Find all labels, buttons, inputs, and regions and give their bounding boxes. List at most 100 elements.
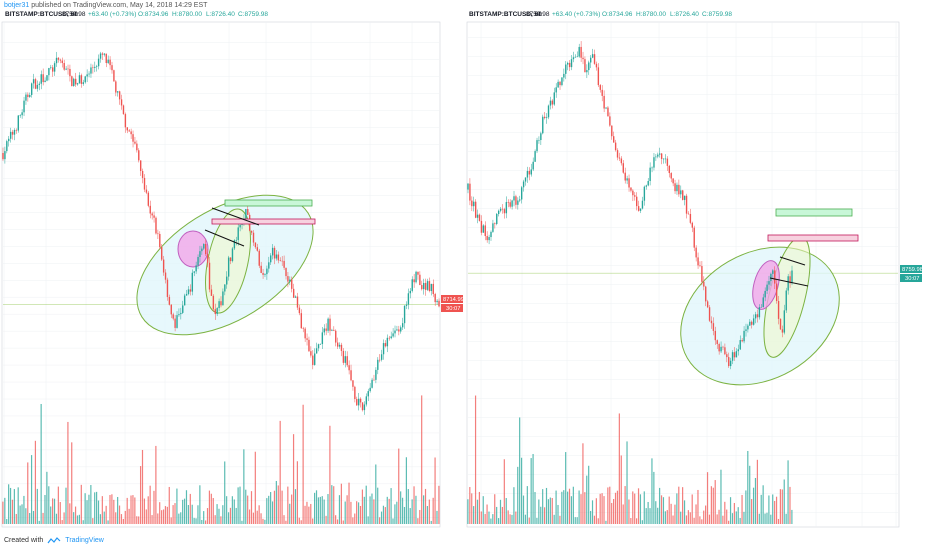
volume-bar — [377, 487, 379, 524]
volume-bar — [628, 499, 630, 524]
right-high-value: H:8780.00 — [636, 11, 666, 18]
left-countdown-badge — [441, 304, 463, 312]
candle-body — [377, 359, 379, 370]
candle-body — [201, 248, 203, 252]
volume-bar — [380, 511, 383, 524]
volume-bar — [287, 486, 289, 524]
volume-bar — [312, 518, 314, 524]
volume-bar — [471, 493, 473, 524]
volume-bar — [182, 499, 184, 524]
candle-body — [754, 314, 757, 319]
candle-body — [312, 355, 314, 365]
candle-body — [199, 251, 201, 257]
volume-bar — [168, 486, 170, 524]
volume-bar — [559, 515, 561, 524]
volume-bar — [519, 417, 521, 524]
volume-bar — [350, 501, 352, 524]
volume-bar — [8, 484, 10, 524]
candle-body — [716, 340, 718, 345]
volume-bar — [327, 494, 329, 524]
volume-bar — [749, 465, 751, 524]
volume-bar — [724, 501, 726, 524]
candle-body — [153, 215, 155, 218]
volume-bar — [494, 494, 496, 524]
volume-bar — [375, 464, 377, 524]
candle-body — [369, 387, 371, 392]
candle-body — [624, 172, 626, 181]
volume-bar — [76, 515, 79, 524]
candle-body — [271, 247, 274, 256]
volume-bar — [363, 496, 365, 524]
candle-body — [486, 236, 488, 241]
candle-body — [134, 141, 136, 144]
candle-body — [768, 281, 770, 285]
volume-bar — [609, 486, 611, 524]
left-last-value: 8759.98 — [62, 11, 86, 18]
volume-bar — [486, 504, 488, 524]
volume-bar — [101, 496, 103, 524]
volume-bar — [534, 492, 536, 524]
candle-body — [637, 206, 640, 211]
volume-bar — [781, 489, 783, 524]
left-last-price-badge — [441, 295, 463, 303]
volume-bar — [538, 499, 540, 524]
volume-bar — [126, 497, 128, 524]
volume-bar — [637, 488, 640, 524]
volume-bar — [325, 515, 327, 524]
right-plot-area[interactable] — [466, 21, 900, 528]
right-price-badges: 8759.98 30:07 — [900, 265, 923, 282]
volume-bar — [613, 499, 615, 524]
candle-body — [733, 352, 736, 358]
candle-body — [551, 100, 554, 105]
candle-body — [371, 379, 373, 388]
candle-body — [469, 183, 471, 201]
candle-body — [762, 297, 764, 308]
volume-bar — [300, 520, 302, 524]
candle-body — [490, 231, 492, 238]
author-link[interactable]: botjer31 — [4, 2, 30, 9]
trend-line — [204, 229, 245, 247]
candle-body — [772, 270, 774, 274]
candle-body — [405, 304, 408, 306]
candle-body — [379, 359, 381, 361]
volume-bar — [117, 496, 119, 524]
candle-body — [229, 257, 232, 262]
candle-body — [210, 289, 213, 296]
candle-body — [685, 195, 688, 214]
volume-bar — [46, 471, 48, 524]
candle-body — [653, 157, 655, 168]
volume-bar — [367, 516, 369, 524]
volume-bar — [128, 508, 130, 524]
volume-bar — [553, 514, 555, 524]
volume-bar — [99, 514, 102, 524]
candle-body — [212, 295, 215, 310]
candle-body — [513, 196, 515, 201]
volume-bar — [174, 503, 176, 524]
volume-bar — [775, 496, 778, 524]
candle-body — [365, 396, 368, 405]
volume-bar — [482, 496, 484, 524]
volume-bar — [25, 508, 27, 524]
volume-bar — [357, 502, 360, 524]
candle-body — [275, 254, 278, 259]
candle-body — [394, 330, 396, 334]
candle-body — [787, 276, 789, 291]
tradingview-brand-link[interactable]: TradingView — [65, 537, 104, 544]
volume-bar — [735, 511, 737, 524]
volume-bar — [634, 493, 636, 524]
volume-bar — [722, 515, 724, 524]
candle-body — [113, 70, 115, 82]
volume-bar — [474, 395, 477, 524]
volume-bar — [319, 496, 321, 524]
volume-bar — [92, 518, 94, 524]
candle-body — [291, 279, 293, 289]
volume-bar — [122, 518, 124, 524]
candle-body — [697, 257, 699, 266]
volume-bar — [469, 487, 471, 524]
candle-body — [601, 89, 603, 96]
candle-body — [205, 243, 207, 255]
volume-bar — [369, 496, 371, 524]
candle-body — [384, 343, 387, 347]
candle-body — [164, 272, 167, 280]
candle-body — [591, 54, 594, 58]
